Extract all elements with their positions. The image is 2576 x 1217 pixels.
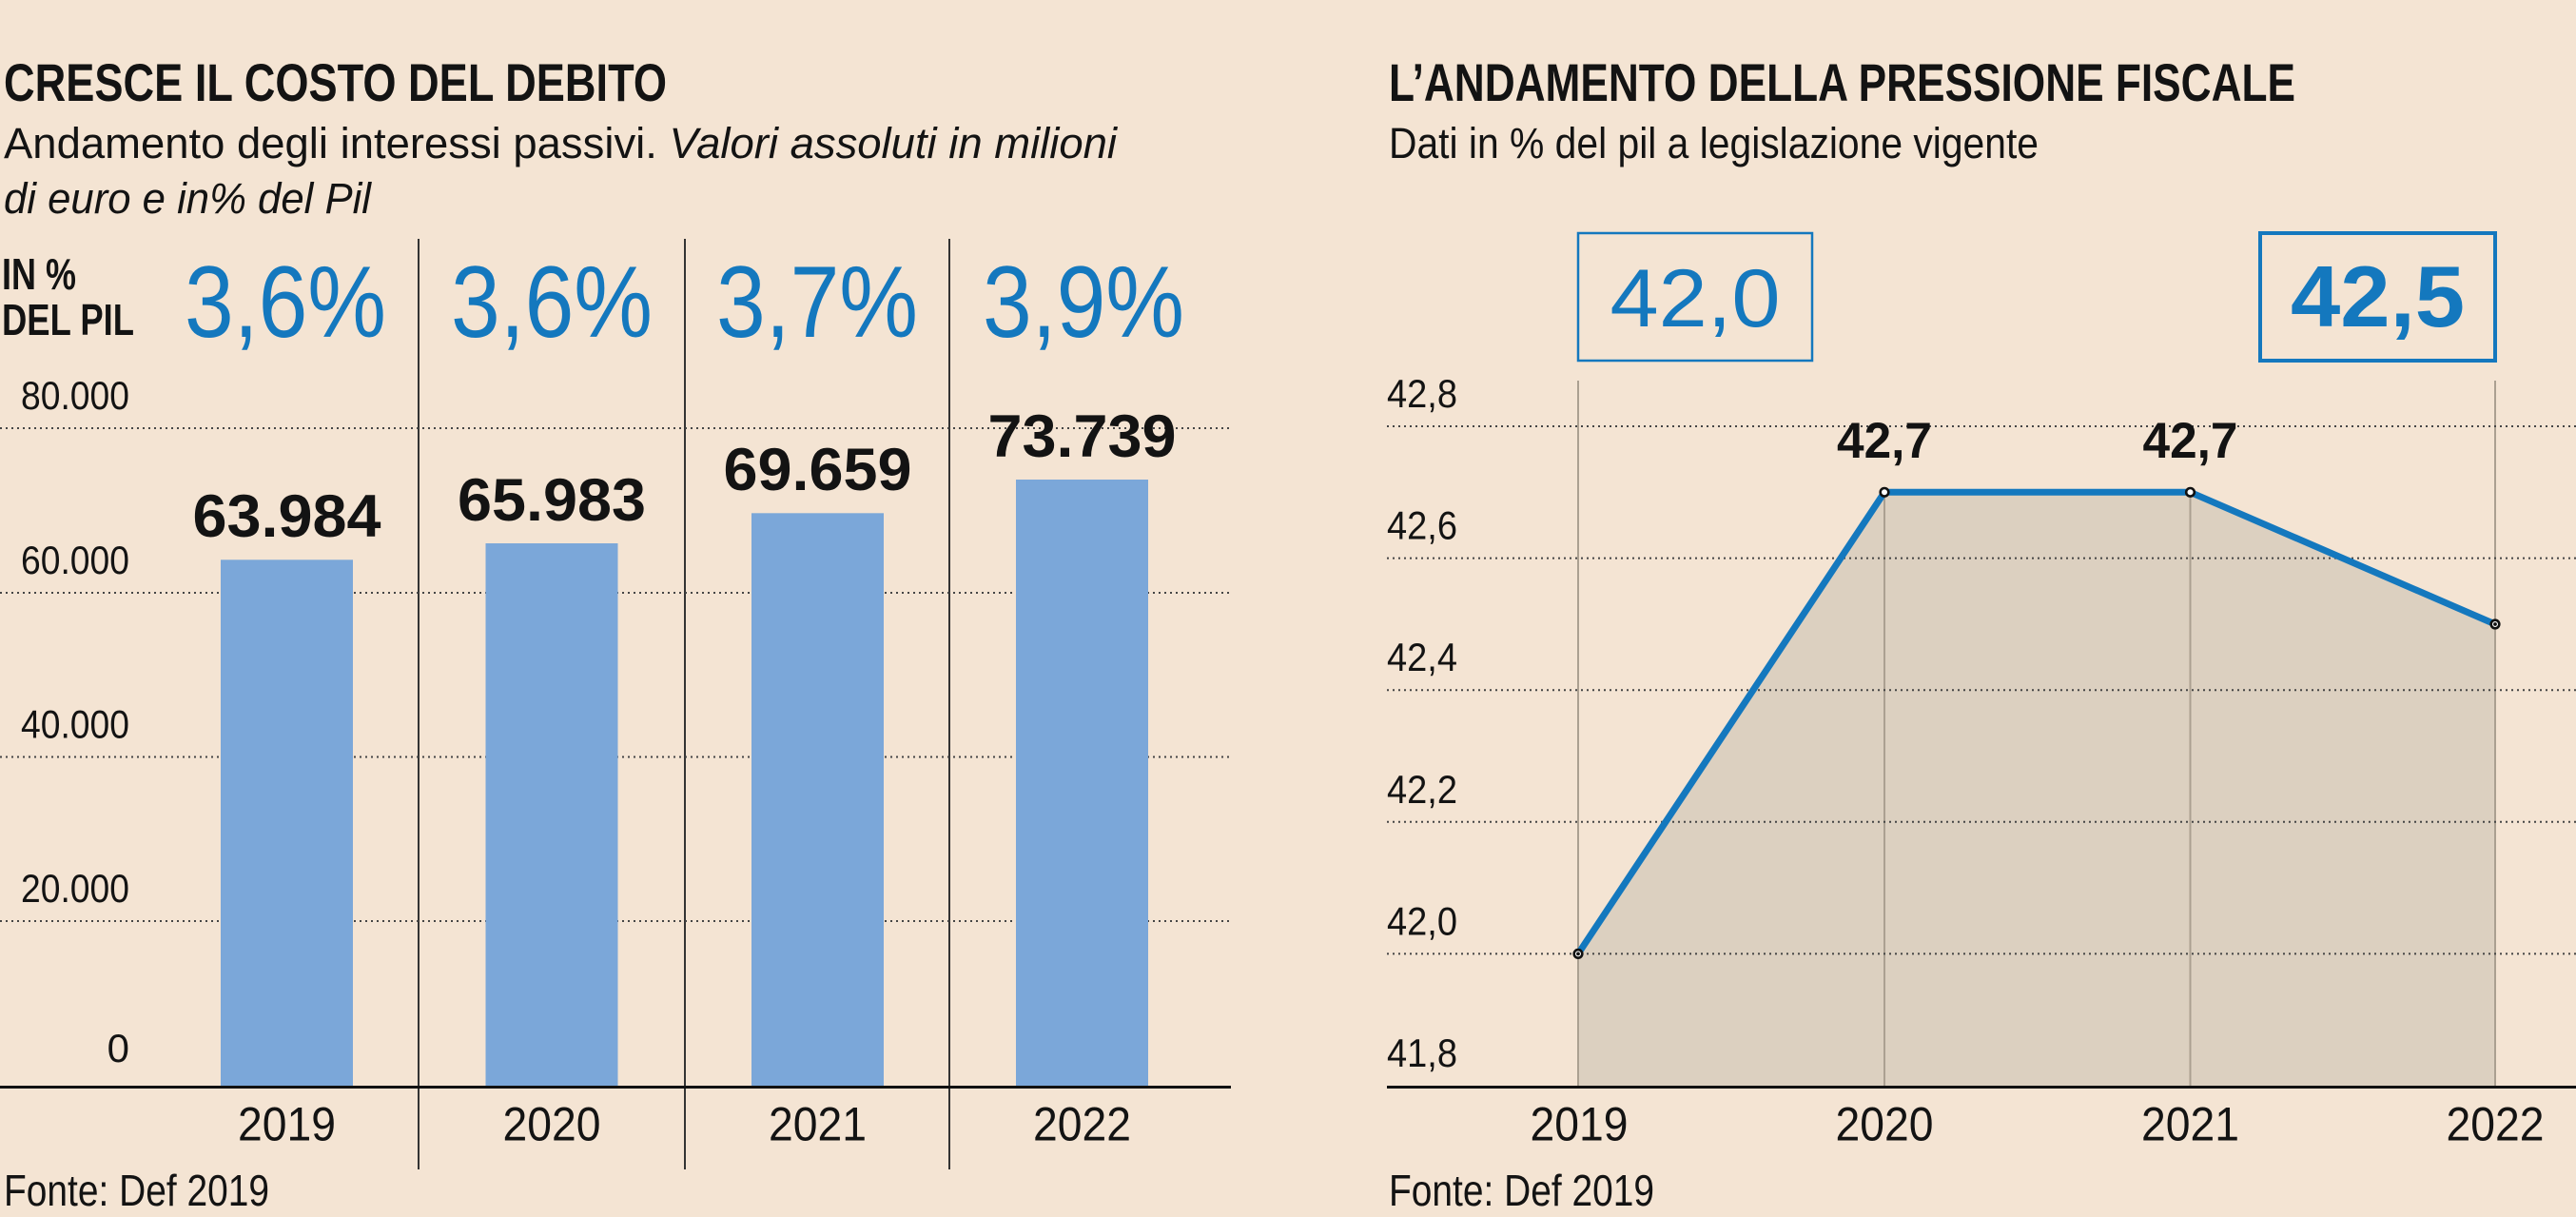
- svg-text:73.739: 73.739: [988, 403, 1177, 470]
- svg-text:42,7: 42,7: [2143, 413, 2238, 469]
- svg-text:di euro e in% del Pil: di euro e in% del Pil: [4, 174, 373, 223]
- svg-text:CRESCE IL COSTO DEL DEBITO: CRESCE IL COSTO DEL DEBITO: [4, 52, 667, 112]
- svg-text:3,7%: 3,7%: [716, 245, 918, 359]
- svg-text:20.000: 20.000: [21, 866, 129, 911]
- svg-text:2020: 2020: [1836, 1098, 1934, 1151]
- svg-text:42,4: 42,4: [1387, 635, 1457, 679]
- svg-text:42,5: 42,5: [2291, 249, 2465, 345]
- svg-text:DEL PIL: DEL PIL: [2, 295, 134, 344]
- svg-text:2020: 2020: [503, 1098, 601, 1151]
- svg-text:42,8: 42,8: [1387, 371, 1457, 416]
- svg-text:42,0: 42,0: [1610, 253, 1781, 344]
- svg-text:3,9%: 3,9%: [983, 245, 1184, 359]
- svg-text:Dati in % del pil a legislazio: Dati in % del pil a legislazione vigente: [1389, 119, 2039, 167]
- svg-text:41,8: 41,8: [1387, 1031, 1457, 1075]
- svg-text:40.000: 40.000: [21, 702, 129, 747]
- svg-text:2019: 2019: [1531, 1098, 1629, 1151]
- svg-text:69.659: 69.659: [724, 437, 912, 503]
- svg-text:3,6%: 3,6%: [451, 245, 653, 359]
- svg-text:Fonte: Def 2019: Fonte: Def 2019: [1389, 1166, 1654, 1215]
- svg-text:42,6: 42,6: [1387, 503, 1457, 548]
- svg-text:2019: 2019: [238, 1098, 336, 1151]
- svg-text:3,6%: 3,6%: [185, 245, 386, 359]
- svg-text:80.000: 80.000: [21, 373, 129, 418]
- svg-text:42,2: 42,2: [1387, 767, 1457, 812]
- svg-text:65.983: 65.983: [458, 467, 646, 534]
- svg-text:2022: 2022: [2447, 1098, 2545, 1151]
- svg-text:42,0: 42,0: [1387, 898, 1457, 943]
- svg-text:2021: 2021: [2141, 1098, 2239, 1151]
- svg-text:Fonte: Def 2019: Fonte: Def 2019: [4, 1166, 269, 1215]
- svg-text:Andamento degli interessi pass: Andamento degli interessi passivi. Valor…: [4, 119, 1119, 167]
- svg-text:0: 0: [107, 1026, 129, 1070]
- svg-text:L’ANDAMENTO DELLA PRESSIONE FI: L’ANDAMENTO DELLA PRESSIONE FISCALE: [1389, 52, 2295, 112]
- svg-text:63.984: 63.984: [193, 483, 381, 550]
- svg-text:60.000: 60.000: [21, 538, 129, 582]
- svg-text:2021: 2021: [769, 1098, 867, 1151]
- svg-text:2022: 2022: [1033, 1098, 1131, 1151]
- svg-text:IN %: IN %: [2, 249, 76, 299]
- svg-text:42,7: 42,7: [1837, 413, 1932, 469]
